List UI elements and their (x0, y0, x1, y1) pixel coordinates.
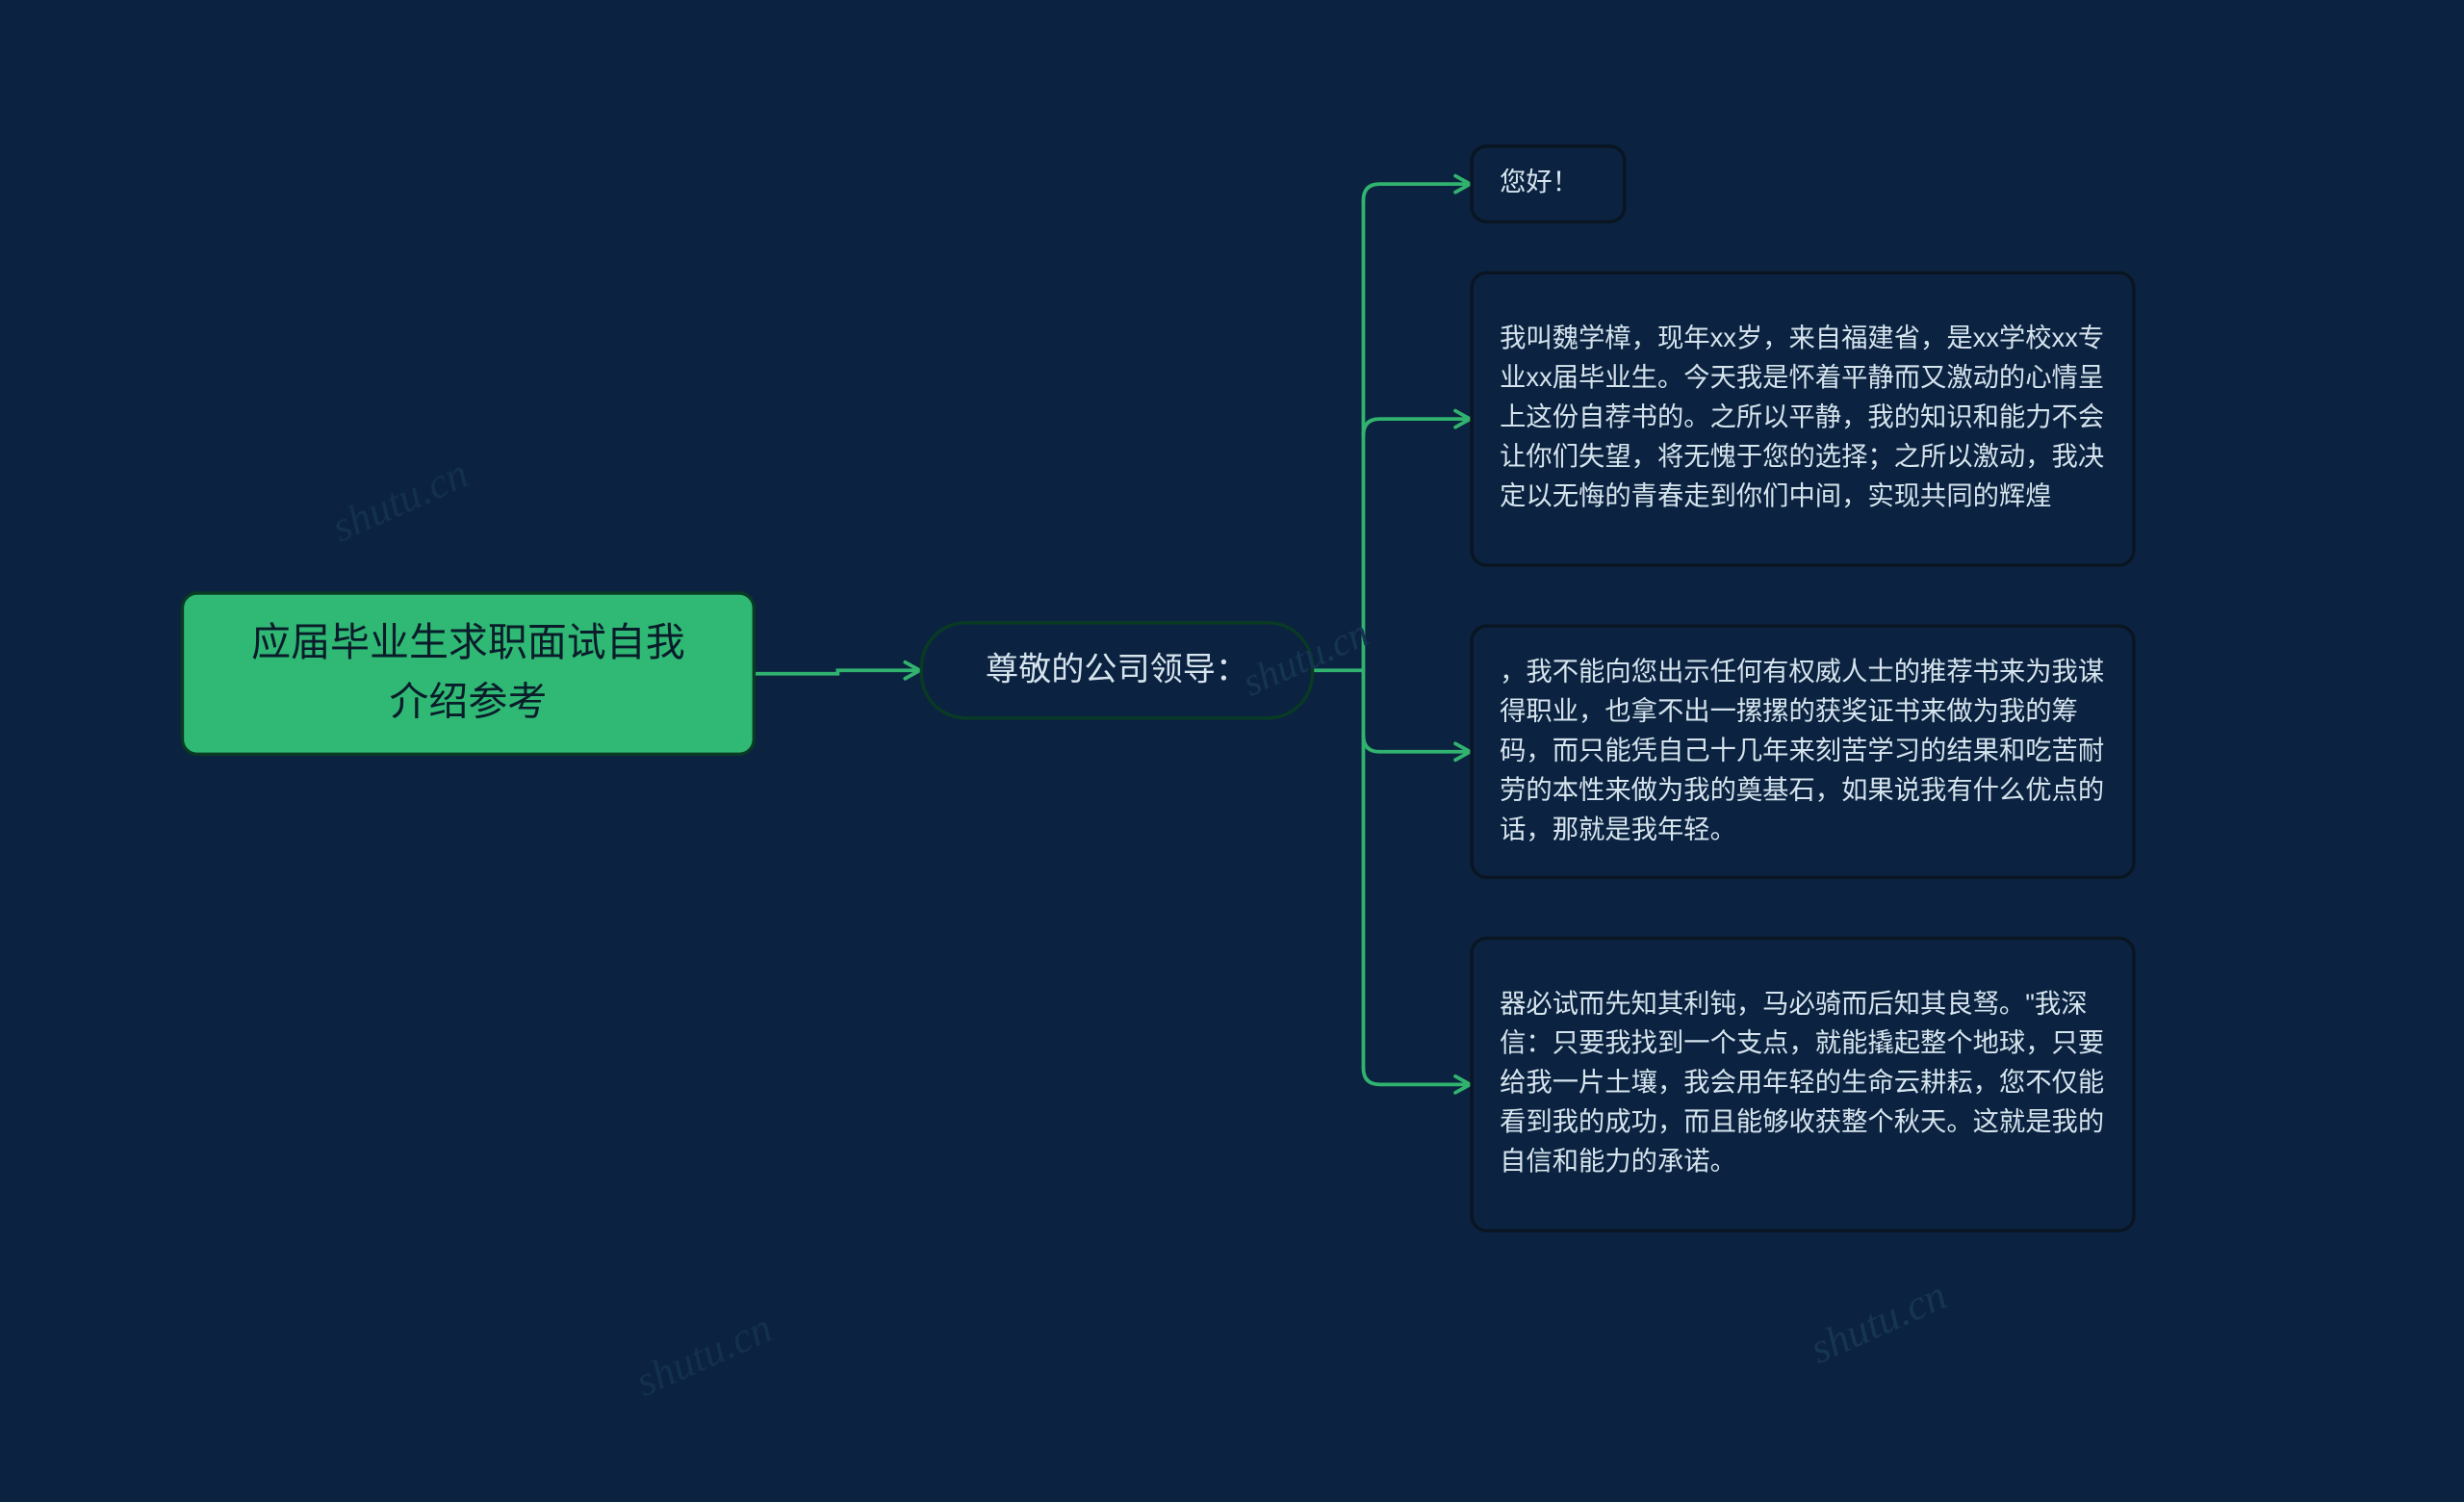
watermark-2: shutu.cn (629, 1304, 780, 1407)
diagram-wrap: 应届毕业生求职面试自我 介绍参考 尊敬的公司领导： 您好！ 我叫魏学樟，现年xx岁，来… (0, 0, 2464, 1502)
mid-node: 尊敬的公司领导： (920, 621, 1315, 719)
root-node: 应届毕业生求职面试自我 介绍参考 (181, 591, 756, 756)
leaf-node-2: ，我不能向您出示任何有权威人士的推荐书来为我谋得职业，也拿不出一摞摞的获奖证书来… (1470, 625, 2135, 880)
leaf-node-1: 我叫魏学樟，现年xx岁，来自福建省，是xx学校xx专业xx届毕业生。今天我是怀着… (1470, 272, 2135, 567)
leaf-node-3: 器必试而先知其利钝，马必骑而后知其良驽。"我深信：只要我找到一个支点，就能撬起整… (1470, 937, 2135, 1232)
leaf-node-0: 您好！ (1470, 144, 1626, 223)
watermark-3: shutu.cn (1803, 1271, 1954, 1374)
diagram-canvas: 应届毕业生求职面试自我 介绍参考 尊敬的公司领导： 您好！ 我叫魏学樟，现年xx岁，来… (0, 0, 2464, 1502)
watermark-0: shutu.cn (324, 450, 475, 553)
